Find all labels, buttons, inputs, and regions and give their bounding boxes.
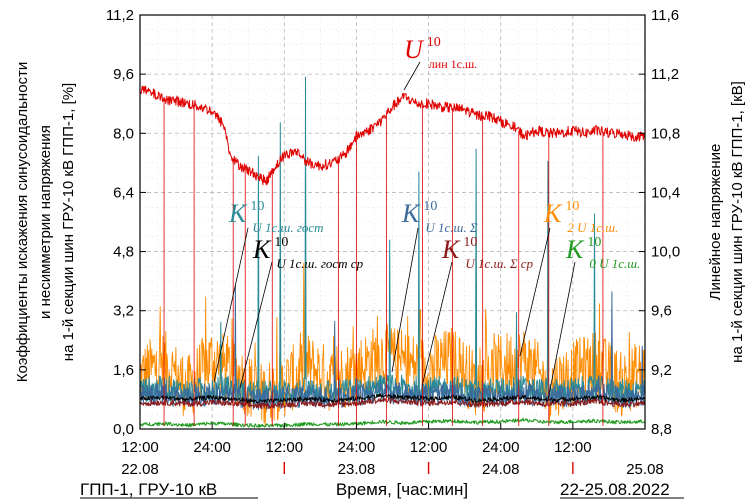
x-tick-label: 12:00 [121, 439, 159, 456]
y-right-tick-label: 8,8 [651, 421, 672, 438]
x-tick-label: 24:00 [193, 439, 231, 456]
y-left-tick-label: 6,4 [113, 184, 134, 201]
y-right-title-line2: на 1-й секции шин ГРУ-10 кВ ГПП-1, [кВ] [729, 81, 746, 363]
series-layer [139, 76, 646, 429]
y-left-tick-label: 0,0 [113, 421, 134, 438]
leader-k-gost-avg [239, 261, 273, 389]
series-k-gost-avg [139, 393, 646, 404]
x-tick-label: 24:00 [482, 439, 520, 456]
x-tick-label: 12:00 [554, 439, 592, 456]
y-left-title-line1: Коэффициенты искажения синусоидальности [14, 62, 31, 383]
series-k0 [139, 417, 646, 429]
label-k-sigma-avg-sub: U 1с.ш. Σ ср [465, 256, 533, 271]
leader-u-lin [403, 61, 421, 91]
y-right-tick-label: 9,2 [651, 362, 672, 379]
annotation-leaders [213, 61, 576, 401]
y-left-tick-label: 1,6 [113, 362, 134, 379]
label-k0-sup: 10 [587, 235, 601, 250]
label-k-gost-main: K [228, 199, 248, 228]
x-tick-label: 12:00 [266, 439, 304, 456]
footer-left: ГПП-1, ГРУ-10 кВ [80, 480, 217, 499]
y-right-tick-label: 10,8 [651, 125, 680, 142]
date-label: 25.08 [626, 461, 664, 478]
date-label: 22.08 [121, 461, 159, 478]
label-k-gost-sub: U 1с.ш. гост [252, 220, 323, 235]
label-k-gost-avg-main: K [252, 235, 272, 264]
y-left-tick-label: 4,8 [113, 244, 134, 261]
label-k-gost: K 10 U 1с.ш. гост [228, 197, 324, 235]
series-k-sigma [139, 285, 646, 411]
leader-k0 [547, 261, 576, 401]
axis-ticks: 0,0 8,8 1,6 9,2 3,2 9,6 4,8 10,0 6,4 10,4 8,0 10,8 9… [106, 7, 680, 478]
y-right-tick-label: 10,4 [651, 184, 680, 201]
date-label: 24.08 [482, 461, 520, 478]
leader-k-sigma [391, 227, 419, 373]
label-u-lin-sup: 10 [427, 35, 441, 50]
y-left-tick-label: 9,6 [113, 66, 134, 83]
x-tick-label: 24:00 [338, 439, 376, 456]
date-label: 23.08 [338, 461, 376, 478]
label-k-sigma-avg-main: K [441, 235, 461, 264]
y-right-tick-label: 11,6 [651, 7, 679, 24]
series-u-lin [139, 85, 646, 186]
label-k-sigma: K 10 U 1с.ш. Σ [401, 197, 478, 235]
leader-k-gost [213, 227, 249, 383]
y-right-tick-label: 11,2 [651, 66, 679, 83]
y-left-title-line3: на 1-й секции шин ГРУ-10 кВ ГПП-1, [%] [60, 83, 77, 361]
label-k-sigma-main: K [401, 199, 421, 228]
label-k-gost-avg-sup: 10 [274, 235, 288, 250]
leader-k2 [519, 227, 551, 357]
label-k-sigma-avg-sup: 10 [463, 235, 477, 250]
label-k-sigma-sup: 10 [423, 199, 437, 214]
series-k-gost [139, 76, 646, 407]
label-k0: K 10 0 U 1с.ш. [565, 233, 640, 271]
label-k-sigma-sub: U 1с.ш. Σ [425, 220, 477, 235]
label-k2: K 10 2 U 1с.ш. [543, 197, 618, 235]
label-u-lin: U 10 лин 1с.ш. [404, 33, 477, 71]
y-right-tick-label: 10,0 [651, 244, 680, 261]
y-right-tick-label: 9,6 [651, 303, 672, 320]
leader-k-sigma-avg [421, 261, 453, 387]
label-k-gost-avg: K 10 U 1с.ш. гост ср [252, 233, 364, 271]
y-left-tick-label: 11,2 [106, 7, 134, 24]
series-k-sigma-avg [139, 397, 646, 410]
label-k-sigma-avg: K 10 U 1с.ш. Σ ср [441, 233, 534, 271]
y-left-title-line2: и несимметрии напряжения [37, 125, 54, 319]
label-k2-main: K [543, 199, 563, 228]
y-left-tick-label: 3,2 [113, 303, 134, 320]
label-u-lin-sub: лин 1с.ш. [429, 57, 477, 71]
label-k2-sup: 10 [565, 199, 579, 214]
plot-frame [139, 14, 646, 430]
label-k-gost-avg-sub: U 1с.ш. гост ср [276, 256, 363, 271]
label-k0-sub: 0 U 1с.ш. [589, 256, 640, 271]
x-tick-label: 12:00 [410, 439, 448, 456]
footer-right: 22-25.08.2022 [560, 480, 670, 499]
footer-center: Время, [час:мин] [336, 480, 468, 499]
label-k2-sub: 2 U 1с.ш. [567, 220, 618, 235]
series-k2 [139, 262, 646, 427]
y-right-title-line1: Линейное напряжение [707, 144, 724, 301]
y-left-tick-label: 8,0 [113, 125, 134, 142]
label-u-lin-main: U [404, 35, 425, 64]
label-k0-main: K [565, 235, 585, 264]
label-k-gost-sup: 10 [250, 199, 264, 214]
